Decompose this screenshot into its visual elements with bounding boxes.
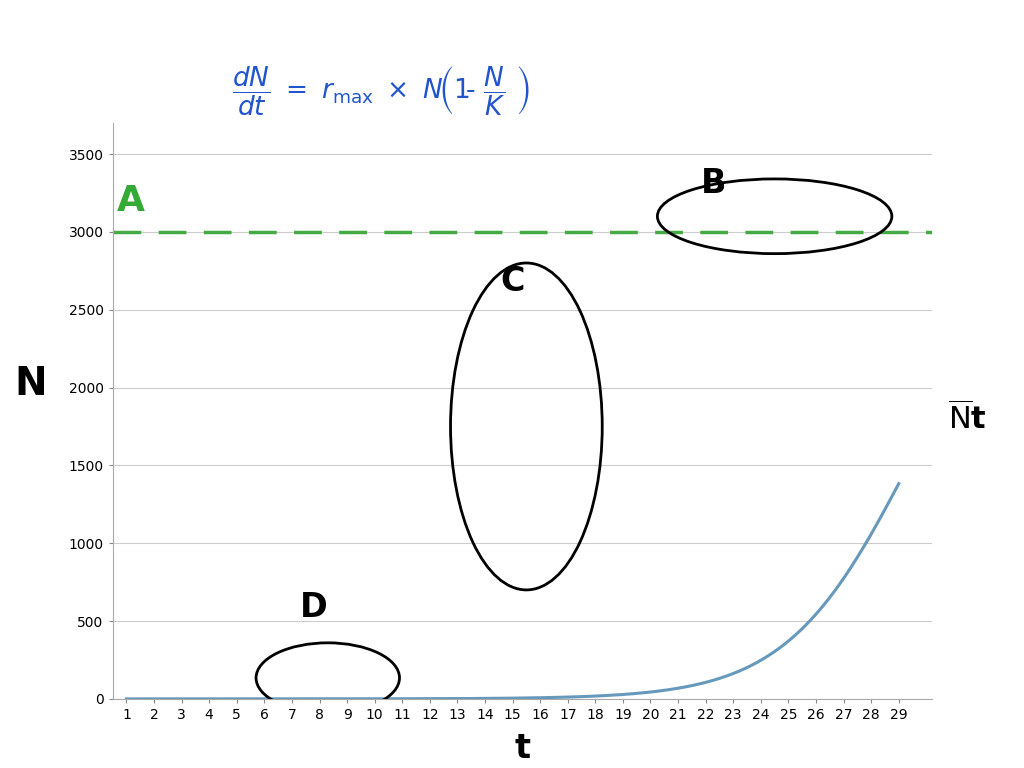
Text: A: A [117,184,144,218]
Text: B: B [701,167,727,200]
Text: t: t [514,733,530,765]
Text: C: C [501,265,525,298]
Text: N: N [14,365,47,403]
Text: $\overline{\rm N}$t: $\overline{\rm N}$t [948,402,987,435]
Text: D: D [300,591,328,624]
Text: $\dfrac{dN}{dt}\ =\ r_{\mathrm{max}}\ \times\ N\!\left(1\!\text{-}\ \dfrac{N}{K}: $\dfrac{dN}{dt}\ =\ r_{\mathrm{max}}\ \t… [232,64,530,117]
